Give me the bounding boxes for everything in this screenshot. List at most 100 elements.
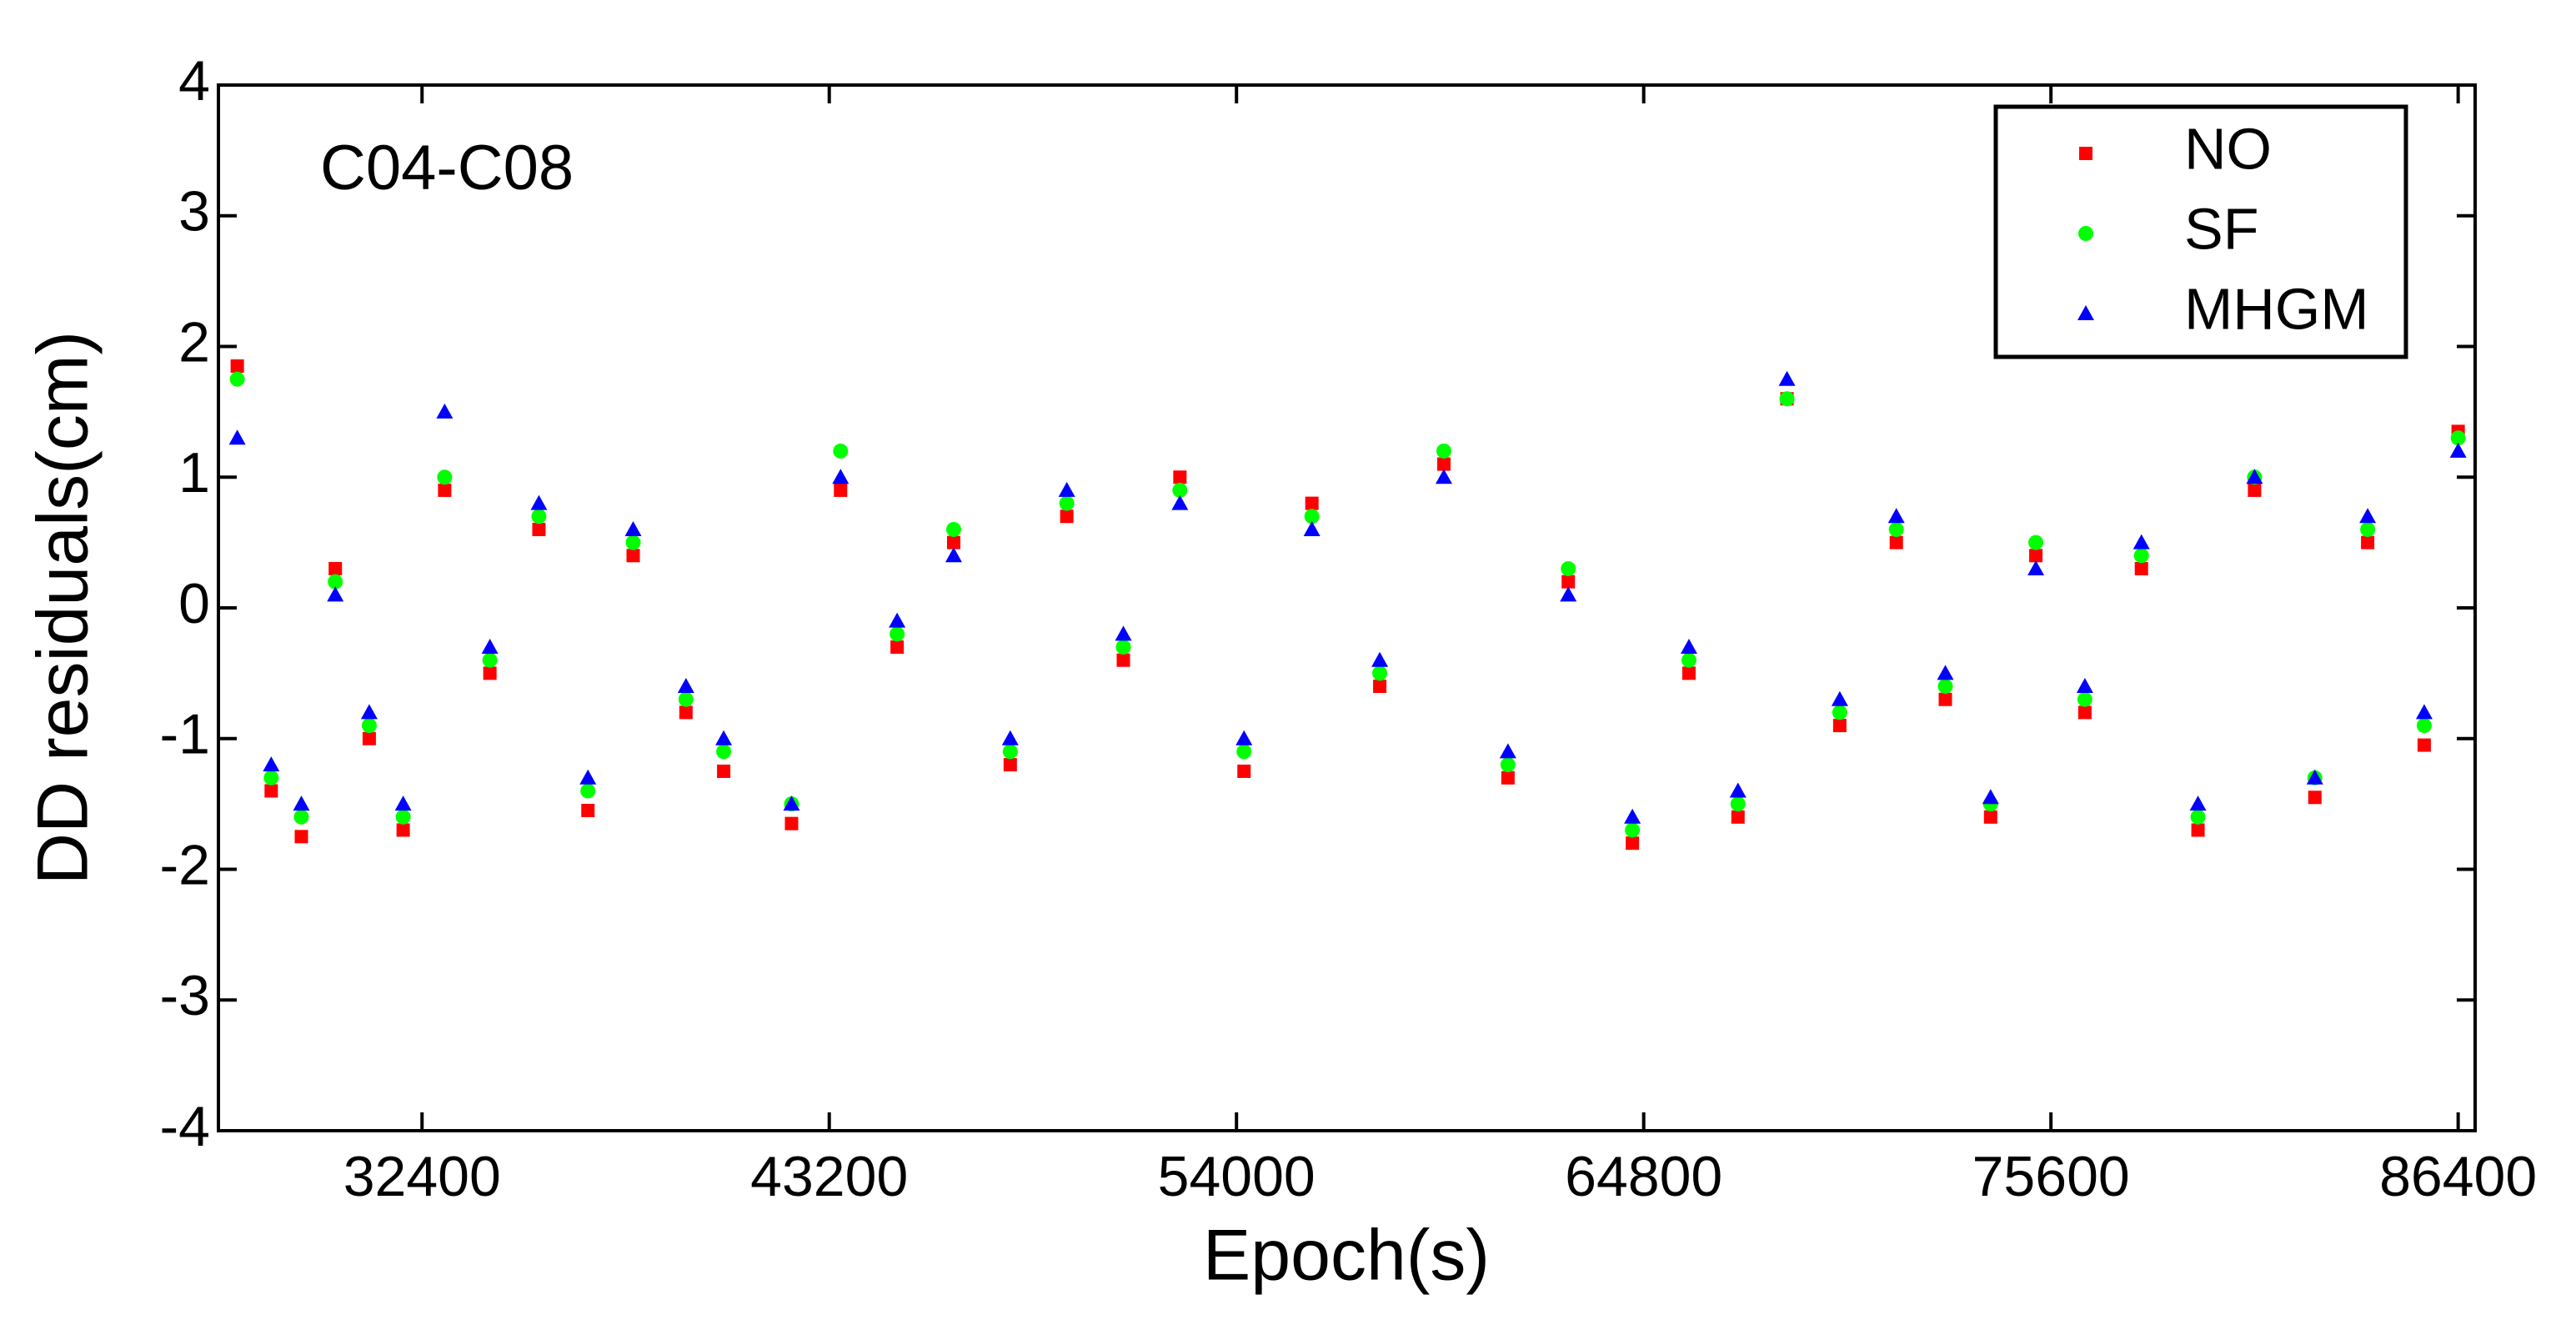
point xyxy=(228,429,246,445)
point xyxy=(294,830,308,844)
point xyxy=(2359,508,2377,524)
point xyxy=(437,469,453,485)
point xyxy=(1237,764,1251,778)
point xyxy=(1731,810,1745,824)
point xyxy=(945,521,961,537)
y-tick-label: 4 xyxy=(178,49,210,113)
point xyxy=(1938,692,1952,706)
legend-marker xyxy=(2078,226,2093,241)
point xyxy=(360,704,378,720)
point xyxy=(293,795,310,811)
legend-label: MHGM xyxy=(2184,276,2369,341)
point xyxy=(1058,481,1075,497)
y-tick-label: -2 xyxy=(160,833,210,896)
point xyxy=(715,730,733,745)
point xyxy=(2027,560,2045,575)
y-tick-label: -1 xyxy=(160,703,210,766)
x-tick-label: 86400 xyxy=(2379,1145,2537,1208)
x-tick-label: 54000 xyxy=(1158,1145,1316,1208)
point xyxy=(624,520,642,536)
point xyxy=(716,744,732,760)
point xyxy=(264,784,278,798)
point xyxy=(2190,809,2206,825)
point xyxy=(1832,705,1847,720)
legend-marker xyxy=(2077,305,2094,320)
legend-marker xyxy=(2079,147,2092,160)
point xyxy=(1436,457,1451,471)
point xyxy=(530,494,548,510)
x-tick-label: 32400 xyxy=(343,1145,501,1208)
point xyxy=(1831,690,1848,706)
point xyxy=(1937,679,1953,695)
point xyxy=(1624,808,1641,824)
point xyxy=(1561,560,1576,576)
y-tick-label: 3 xyxy=(178,180,210,243)
point xyxy=(438,483,452,497)
x-tick-label: 75600 xyxy=(1972,1145,2130,1208)
point xyxy=(1983,810,1997,824)
point xyxy=(1626,836,1640,851)
point xyxy=(1778,370,1796,386)
point xyxy=(1060,509,1074,524)
point xyxy=(1779,391,1795,407)
point xyxy=(1888,521,1904,537)
point xyxy=(1435,469,1452,484)
point xyxy=(1937,665,1954,680)
point xyxy=(2134,561,2148,575)
point xyxy=(395,809,411,825)
point xyxy=(1499,743,1516,759)
point xyxy=(625,535,641,550)
y-tick-label: -3 xyxy=(160,964,210,1027)
point xyxy=(394,795,412,811)
y-tick-label: -4 xyxy=(160,1095,210,1158)
point xyxy=(1982,789,1999,805)
point xyxy=(1889,535,1903,550)
point xyxy=(230,359,244,374)
point xyxy=(1625,822,1641,838)
point xyxy=(483,666,497,680)
point xyxy=(1001,730,1019,745)
y-tick-label: 0 xyxy=(178,572,210,635)
point xyxy=(263,756,280,772)
point xyxy=(2077,691,2092,707)
point xyxy=(2449,442,2467,458)
x-tick-label: 43200 xyxy=(750,1145,908,1208)
x-tick-label: 64800 xyxy=(1565,1145,1722,1208)
point xyxy=(2308,790,2322,805)
point xyxy=(2076,678,2093,694)
point xyxy=(2306,769,2323,785)
point xyxy=(2450,430,2466,446)
point xyxy=(1681,652,1696,668)
point xyxy=(1115,640,1131,655)
point xyxy=(1730,796,1746,812)
point xyxy=(1059,495,1075,511)
y-axis-label: DD residuals(cm) xyxy=(23,331,103,885)
point xyxy=(1305,496,1319,510)
point xyxy=(1002,744,1018,760)
point xyxy=(832,469,849,484)
point xyxy=(263,770,279,785)
point xyxy=(1681,666,1696,680)
annotation: C04-C08 xyxy=(320,133,574,203)
point xyxy=(2029,549,2043,563)
point xyxy=(531,509,547,524)
point xyxy=(1115,625,1132,641)
y-tick-label: 1 xyxy=(178,441,210,504)
point xyxy=(1304,509,1320,524)
point xyxy=(784,816,799,831)
point xyxy=(2191,823,2205,837)
point xyxy=(678,691,694,707)
point xyxy=(1172,482,1188,498)
point xyxy=(1003,758,1017,772)
point xyxy=(1832,719,1847,733)
legend-label: NO xyxy=(2184,116,2272,181)
point xyxy=(626,549,640,563)
point xyxy=(889,612,906,628)
point xyxy=(2416,718,2432,734)
point xyxy=(1729,782,1747,798)
point xyxy=(481,639,499,655)
point xyxy=(532,522,546,536)
point xyxy=(2189,795,2207,811)
